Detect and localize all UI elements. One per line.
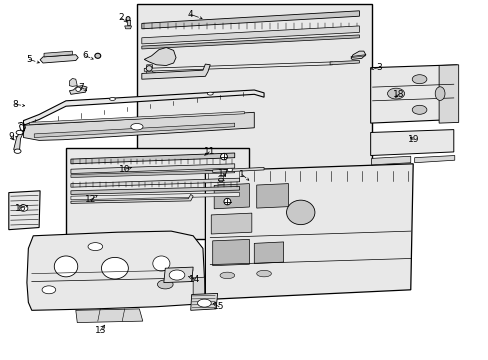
Polygon shape (69, 86, 87, 94)
Ellipse shape (286, 200, 314, 225)
Polygon shape (27, 231, 204, 310)
Text: 7: 7 (78, 83, 83, 91)
Ellipse shape (19, 205, 28, 211)
Polygon shape (71, 193, 239, 200)
Ellipse shape (226, 168, 232, 171)
Polygon shape (71, 164, 234, 174)
Text: 18: 18 (392, 90, 404, 99)
Ellipse shape (157, 280, 173, 289)
Polygon shape (190, 293, 217, 310)
Polygon shape (23, 112, 254, 140)
Ellipse shape (218, 178, 223, 182)
Polygon shape (211, 213, 251, 234)
Bar (137, 4, 371, 184)
Text: 13: 13 (94, 326, 106, 335)
Polygon shape (414, 156, 454, 163)
Ellipse shape (126, 17, 130, 21)
Polygon shape (142, 26, 359, 44)
Polygon shape (71, 178, 239, 187)
Text: 4: 4 (187, 10, 193, 19)
Ellipse shape (220, 153, 227, 160)
Text: 16: 16 (15, 204, 26, 212)
Text: 1: 1 (239, 170, 244, 179)
Text: 2: 2 (118, 13, 124, 22)
Text: 8: 8 (13, 100, 19, 109)
Polygon shape (69, 78, 77, 86)
Polygon shape (34, 123, 234, 138)
Ellipse shape (16, 130, 23, 135)
Polygon shape (254, 242, 283, 264)
Text: 15: 15 (213, 302, 224, 311)
Polygon shape (163, 267, 193, 283)
Ellipse shape (386, 88, 404, 99)
Ellipse shape (197, 299, 211, 307)
Polygon shape (40, 55, 78, 63)
Polygon shape (214, 184, 249, 209)
Polygon shape (371, 156, 410, 165)
Ellipse shape (42, 286, 56, 294)
Polygon shape (193, 277, 204, 302)
Polygon shape (142, 35, 359, 49)
Ellipse shape (88, 243, 102, 251)
Polygon shape (71, 186, 239, 194)
Polygon shape (124, 26, 131, 29)
Ellipse shape (411, 75, 426, 84)
Polygon shape (76, 309, 142, 323)
Ellipse shape (152, 256, 170, 271)
Text: 11: 11 (203, 148, 215, 156)
Polygon shape (23, 90, 264, 125)
Polygon shape (146, 65, 155, 77)
Text: 9: 9 (8, 132, 14, 141)
Text: 19: 19 (407, 135, 418, 144)
Polygon shape (142, 64, 210, 79)
Polygon shape (212, 239, 249, 266)
Ellipse shape (169, 270, 184, 280)
Ellipse shape (220, 272, 234, 279)
Polygon shape (205, 164, 412, 300)
Polygon shape (142, 11, 359, 29)
Text: 10: 10 (119, 165, 130, 174)
Ellipse shape (130, 123, 143, 130)
Polygon shape (256, 184, 288, 208)
Polygon shape (370, 65, 456, 123)
Polygon shape (71, 153, 234, 164)
Text: 6: 6 (82, 51, 88, 60)
Text: 17: 17 (218, 169, 229, 178)
Ellipse shape (224, 198, 230, 205)
Ellipse shape (109, 98, 115, 100)
Polygon shape (350, 51, 365, 59)
Text: 5: 5 (26, 55, 32, 64)
Ellipse shape (76, 87, 81, 91)
Ellipse shape (256, 270, 271, 277)
Ellipse shape (146, 66, 152, 71)
Polygon shape (438, 65, 458, 123)
Text: 14: 14 (188, 274, 200, 284)
Polygon shape (71, 194, 193, 203)
Polygon shape (71, 170, 234, 177)
Bar (66, 148, 249, 239)
Ellipse shape (95, 53, 101, 58)
Polygon shape (329, 60, 359, 65)
Text: 12: 12 (84, 195, 96, 204)
Polygon shape (126, 20, 129, 25)
Text: 3: 3 (375, 63, 381, 72)
Polygon shape (44, 51, 72, 57)
Polygon shape (370, 130, 453, 156)
Polygon shape (29, 112, 244, 125)
Ellipse shape (207, 92, 213, 95)
Ellipse shape (14, 149, 21, 153)
Polygon shape (9, 191, 40, 230)
Polygon shape (14, 131, 23, 150)
Ellipse shape (54, 256, 78, 277)
Polygon shape (144, 62, 332, 71)
Polygon shape (212, 167, 264, 172)
Ellipse shape (101, 257, 128, 279)
Polygon shape (144, 48, 176, 66)
Ellipse shape (434, 87, 444, 100)
Ellipse shape (411, 105, 426, 114)
